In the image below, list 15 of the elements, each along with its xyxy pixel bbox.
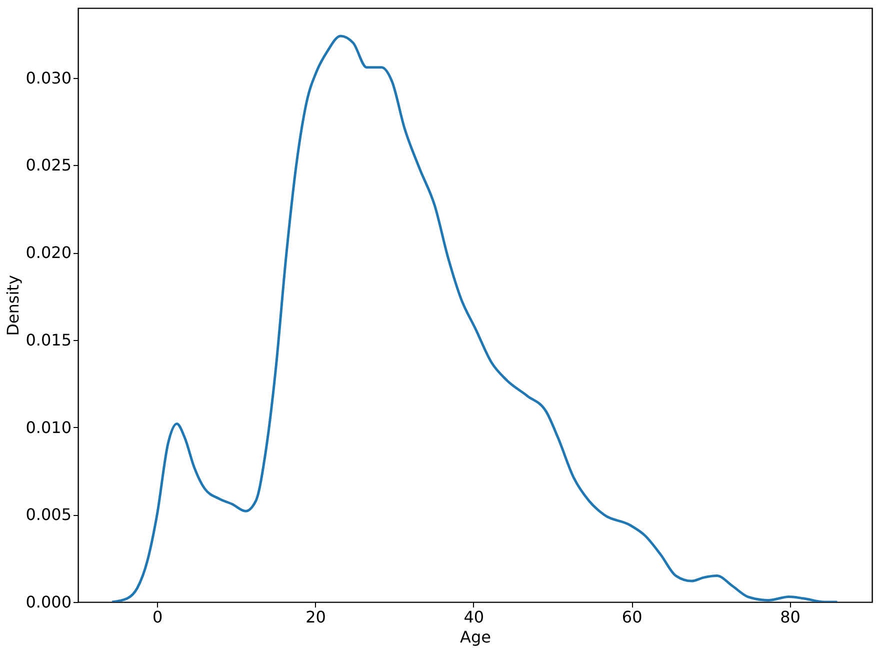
y-tick-label: 0.010 <box>26 418 72 437</box>
x-tick-label: 80 <box>780 608 800 626</box>
y-axis-title: Density <box>4 275 23 336</box>
x-tick-label: 0 <box>152 608 163 626</box>
x-axis-title: Age <box>460 628 491 646</box>
y-tick-label: 0.015 <box>26 330 72 350</box>
x-tick-label: 40 <box>464 608 484 626</box>
y-tick-label: 0.020 <box>26 243 72 262</box>
y-tick-label: 0.030 <box>26 68 72 88</box>
x-tick-label: 20 <box>306 608 326 626</box>
y-tick-label: 0.000 <box>26 592 72 612</box>
y-tick-label: 0.025 <box>26 156 72 175</box>
x-tick-label: 60 <box>622 608 642 626</box>
line-series <box>110 34 838 602</box>
y-tick-label: 0.005 <box>26 505 72 524</box>
